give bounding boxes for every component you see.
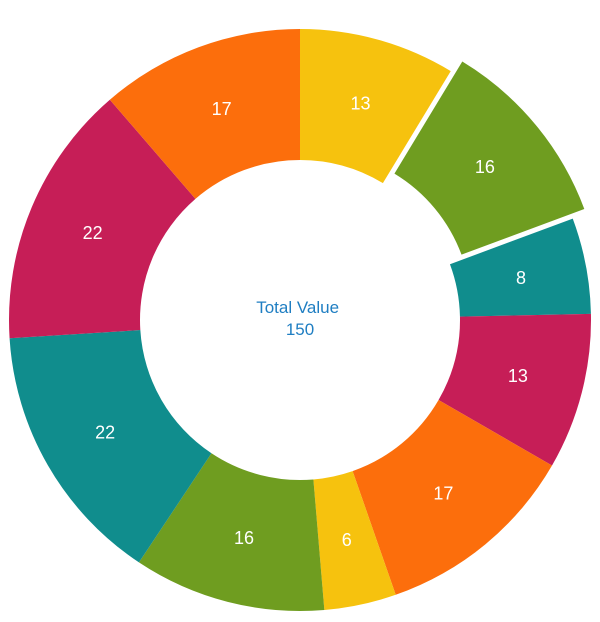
center-label-title: Total Value (256, 298, 339, 317)
pie-slice-2[interactable] (449, 218, 591, 317)
pie-slice-1[interactable] (394, 61, 585, 255)
slices-group (8, 28, 592, 612)
pie-slice-6[interactable] (138, 453, 325, 612)
center-label: Total Value 150 (256, 298, 344, 339)
pie-slice-7[interactable] (9, 330, 212, 563)
pie-slice-4[interactable] (352, 400, 553, 595)
pie-slice-3[interactable] (438, 313, 592, 466)
pie-slice-0[interactable] (300, 29, 451, 184)
center-label-value: 150 (286, 320, 314, 339)
pie-slice-9[interactable] (109, 28, 300, 199)
pie-slice-8[interactable] (8, 99, 196, 339)
pie-slice-5[interactable] (313, 471, 396, 610)
